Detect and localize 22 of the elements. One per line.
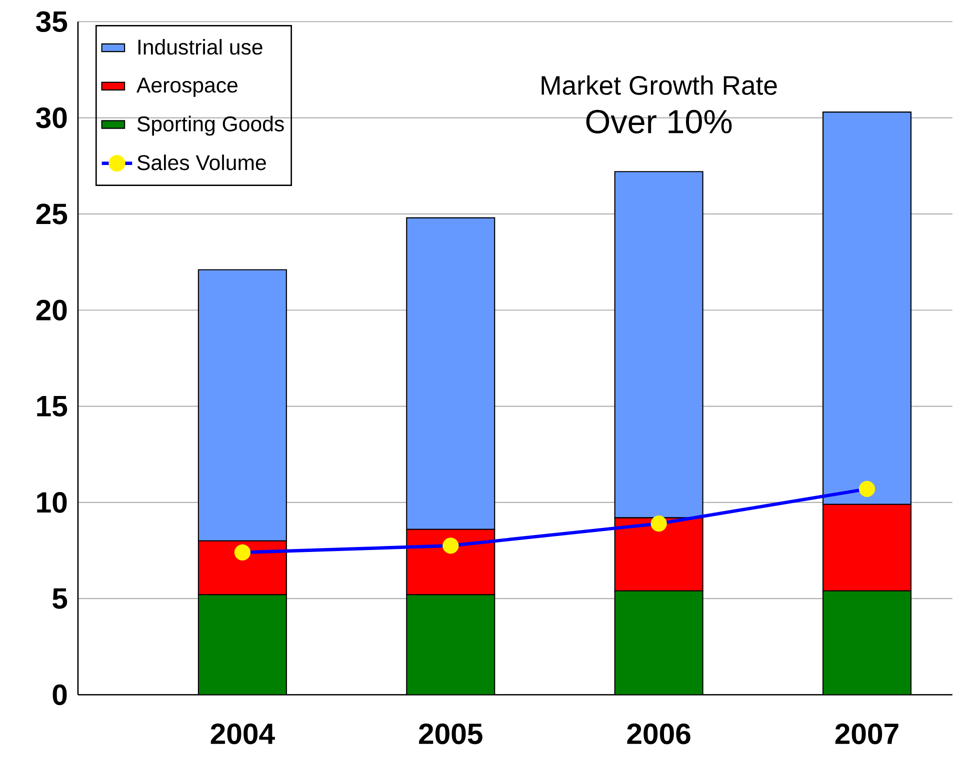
y-tick-label: 25 (36, 203, 68, 224)
annotation: Market Growth Rate (542, 75, 777, 95)
legend-label: Aerospace (136, 78, 238, 97)
x-tick-label: 2004 (210, 723, 275, 744)
annotation: Over 10% (586, 110, 732, 134)
bar (614, 590, 704, 695)
x-tick-label: 2007 (835, 723, 898, 744)
legend-label: Sporting Goods (137, 116, 284, 136)
x-tick-label: 2006 (627, 723, 690, 744)
y-tick-label: 5 (52, 588, 68, 609)
y-tick-label: 15 (37, 396, 68, 416)
legend-label: Industrial use (138, 38, 262, 54)
bar (198, 594, 287, 695)
x-tick-label: 2005 (419, 723, 482, 744)
legend-label: Sales Volume (137, 154, 266, 170)
bar (822, 590, 912, 695)
y-tick-label: 20 (36, 300, 67, 320)
y-tick-label: 0 (52, 684, 67, 705)
y-tick-label: 10 (37, 492, 67, 513)
y-tick-label: 30 (36, 107, 67, 128)
bar (406, 594, 496, 695)
y-tick-label: 35 (36, 11, 68, 32)
